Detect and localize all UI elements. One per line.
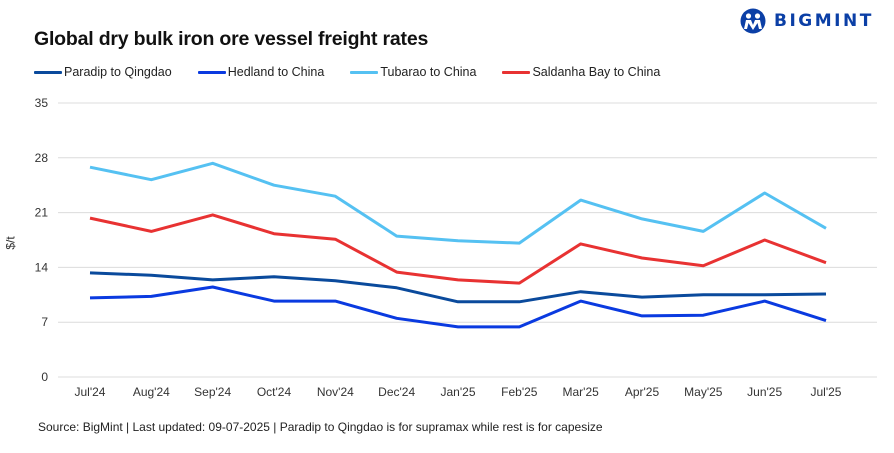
y-tick-label: 14	[35, 260, 49, 274]
brand-name: BIGMINT	[774, 11, 874, 31]
bigmint-logo-icon	[740, 8, 766, 34]
series-line-tubarao-to-china	[89, 161, 827, 245]
legend-swatch	[502, 70, 531, 74]
series-line-paradip-to-qingdao	[89, 271, 827, 304]
legend-item-hedland: Hedland to China	[197, 65, 325, 79]
source-note: Source: BigMint | Last updated: 09-07-20…	[38, 420, 603, 434]
legend-item-paradip: Paradip to Qingdao	[34, 65, 172, 79]
series-line-saldanha-bay-to-china	[89, 213, 827, 285]
x-tick-label: Jul'24	[75, 385, 106, 399]
y-tick-label: 7	[41, 315, 48, 329]
chart-title: Global dry bulk iron ore vessel freight …	[34, 28, 429, 50]
legend-item-tubarao: Tubarao to China	[350, 65, 476, 79]
x-tick-label: Jan'25	[441, 385, 476, 399]
bigmint-logo: BIGMINT	[738, 8, 874, 34]
x-tick-label: Mar'25	[563, 385, 600, 399]
chart-legend: Paradip to Qingdao Hedland to China Tuba…	[34, 65, 686, 79]
legend-item-saldanha: Saldanha Bay to China	[502, 65, 660, 79]
x-tick-label: Jul'25	[811, 385, 842, 399]
x-tick-label: Apr'25	[625, 385, 660, 399]
x-tick-label: Aug'24	[133, 385, 170, 399]
x-tick-label: Jun'25	[747, 385, 782, 399]
legend-label: Paradip to Qingdao	[64, 65, 172, 79]
y-tick-label: 35	[35, 96, 49, 110]
series-line-hedland-to-china	[89, 285, 827, 329]
x-tick-label: Feb'25	[501, 385, 538, 399]
legend-label: Saldanha Bay to China	[532, 65, 661, 79]
legend-swatch	[197, 70, 226, 74]
legend-label: Tubarao to China	[380, 65, 477, 79]
legend-label: Hedland to China	[227, 65, 325, 79]
x-tick-label: Sep'24	[194, 385, 231, 399]
y-tick-label: 21	[35, 206, 49, 220]
x-tick-label: May'25	[684, 385, 723, 399]
x-tick-label: Oct'24	[257, 385, 292, 399]
y-tick-label: 28	[35, 151, 49, 165]
legend-swatch	[34, 70, 62, 74]
x-tick-label: Nov'24	[317, 385, 354, 399]
legend-swatch	[350, 70, 379, 74]
y-tick-label: 0	[41, 370, 48, 384]
x-tick-label: Dec'24	[378, 385, 415, 399]
